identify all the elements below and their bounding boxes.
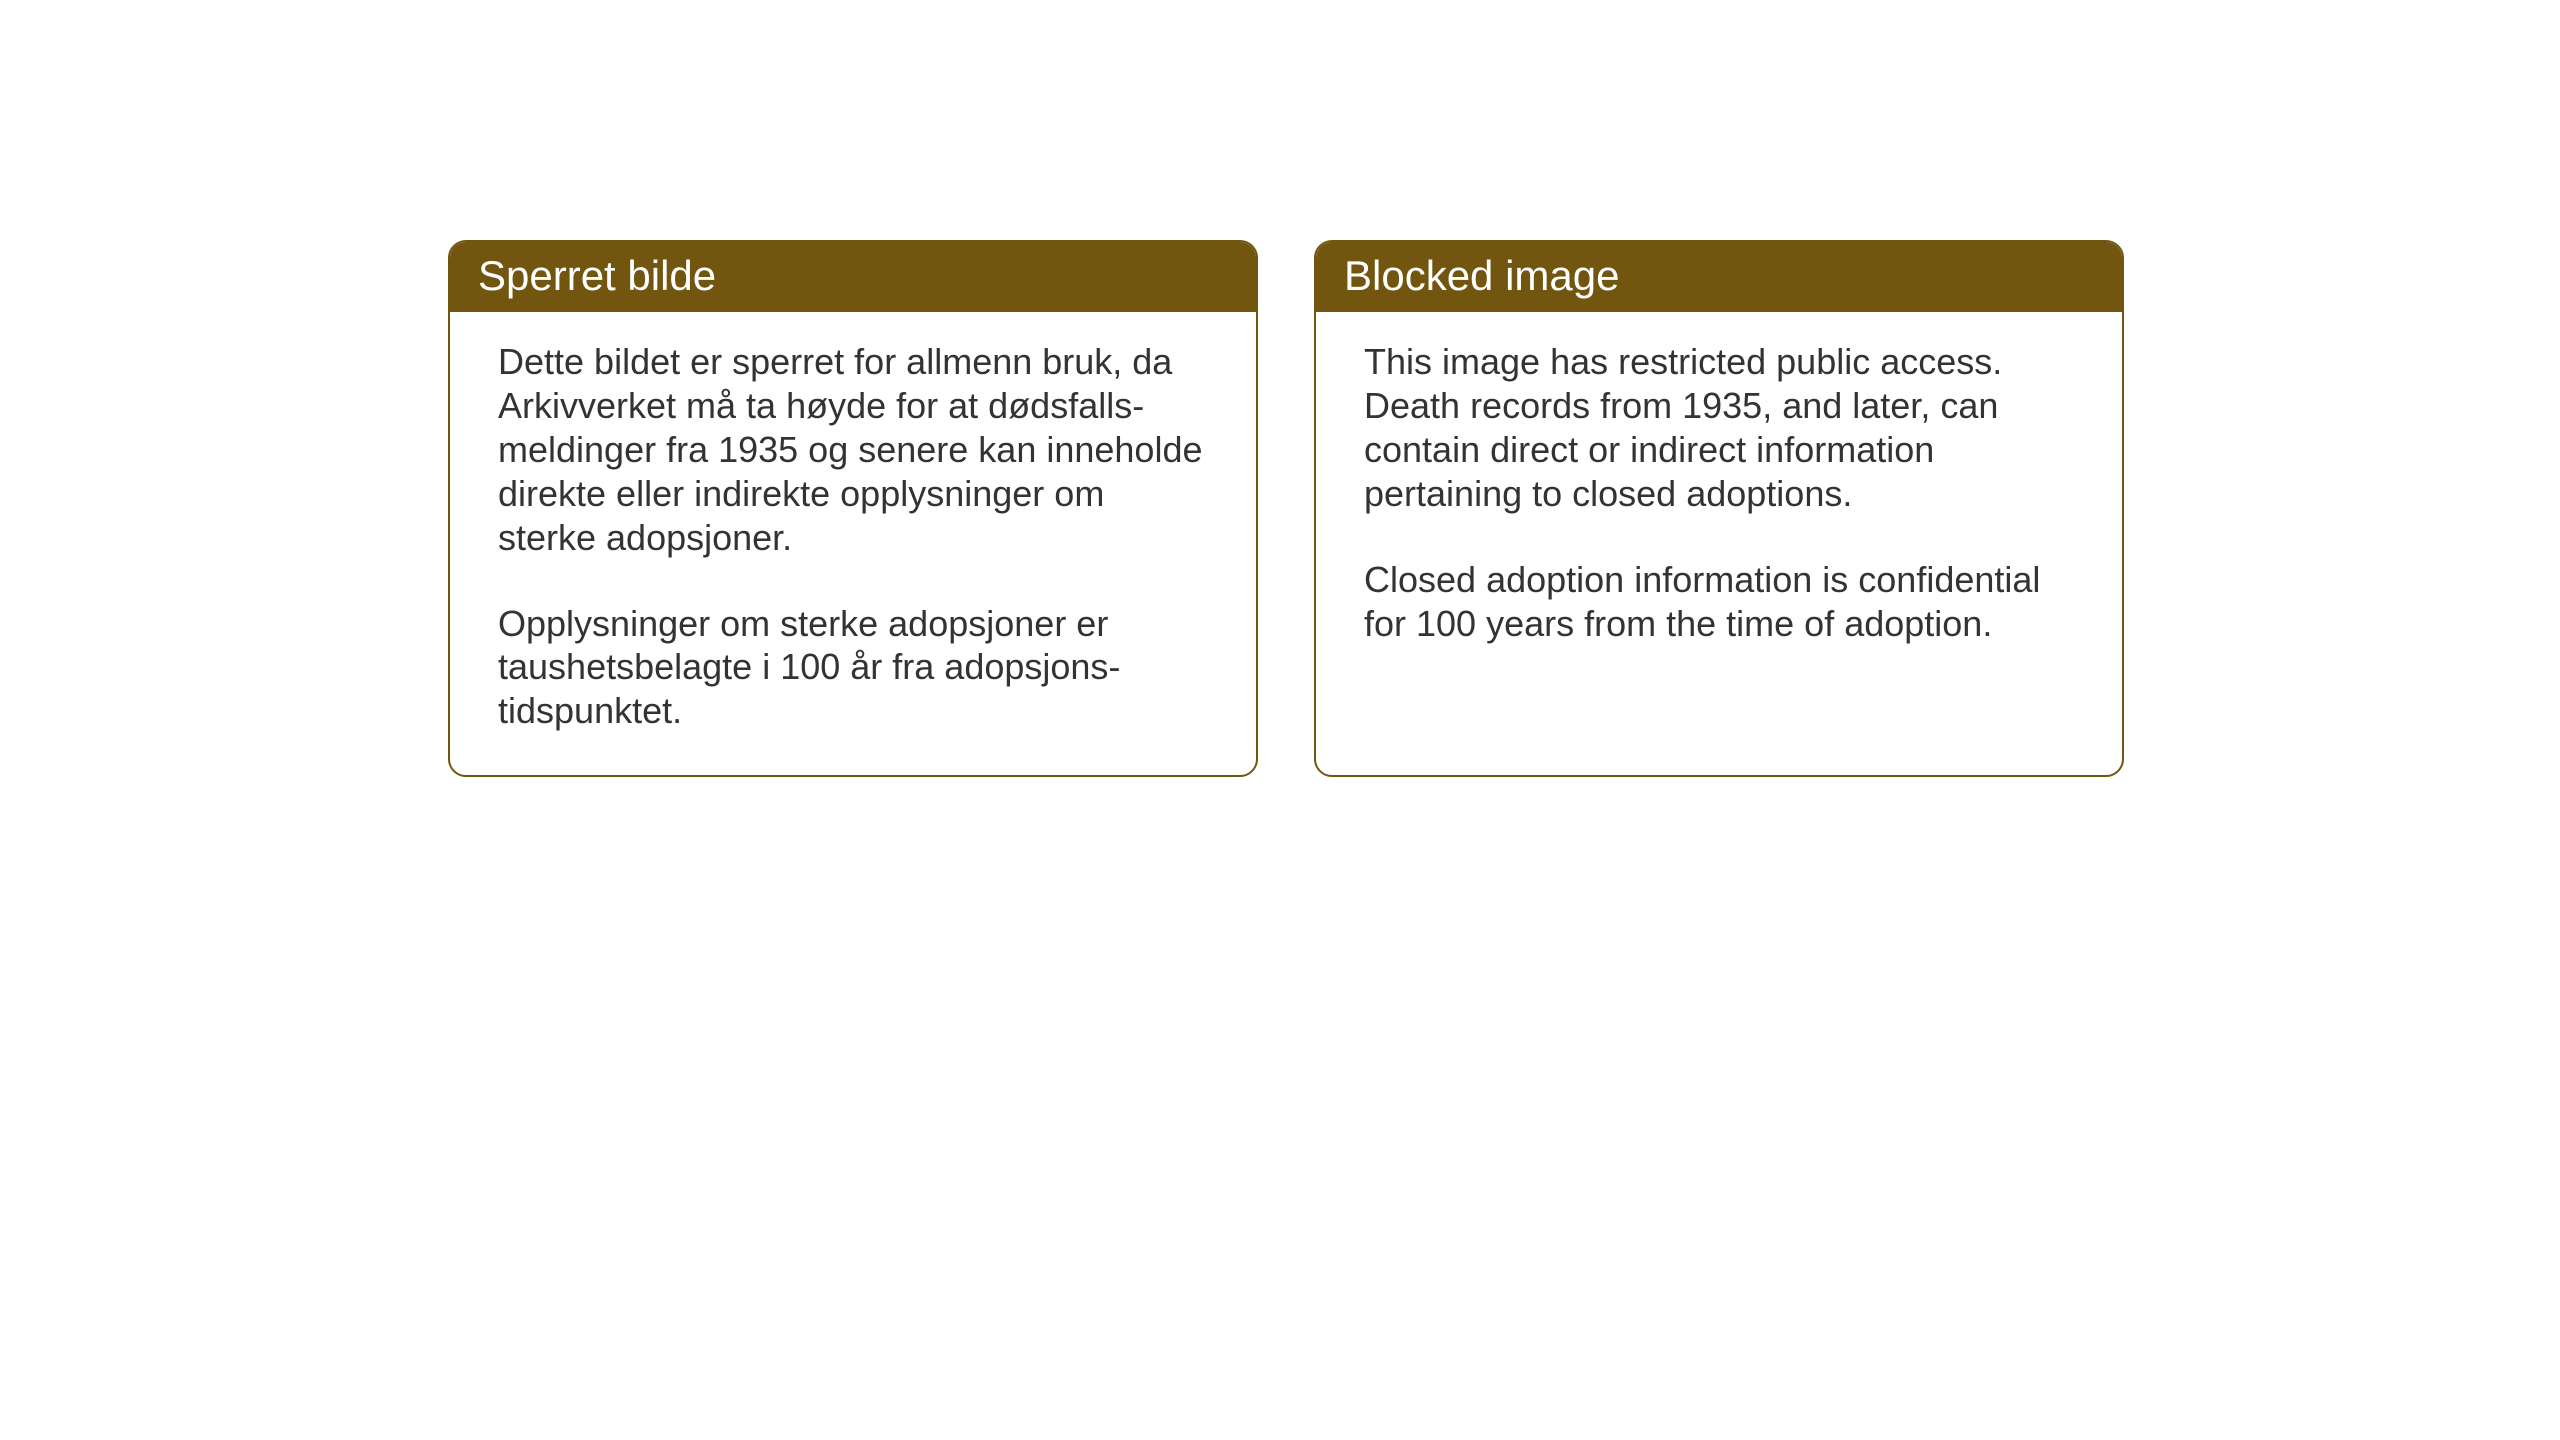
notice-paragraph: Closed adoption information is confident…: [1364, 558, 2074, 646]
notice-title: Sperret bilde: [478, 252, 716, 299]
notice-paragraph: Dette bildet er sperret for allmenn bruk…: [498, 340, 1208, 560]
notice-header-norwegian: Sperret bilde: [450, 242, 1256, 312]
notice-paragraph: This image has restricted public access.…: [1364, 340, 2074, 516]
notice-container: Sperret bilde Dette bildet er sperret fo…: [448, 240, 2124, 777]
notice-box-norwegian: Sperret bilde Dette bildet er sperret fo…: [448, 240, 1258, 777]
notice-header-english: Blocked image: [1316, 242, 2122, 312]
notice-body-english: This image has restricted public access.…: [1316, 312, 2122, 735]
notice-body-norwegian: Dette bildet er sperret for allmenn bruk…: [450, 312, 1256, 775]
notice-paragraph: Opplysninger om sterke adopsjoner er tau…: [498, 602, 1208, 734]
notice-title: Blocked image: [1344, 252, 1619, 299]
notice-box-english: Blocked image This image has restricted …: [1314, 240, 2124, 777]
